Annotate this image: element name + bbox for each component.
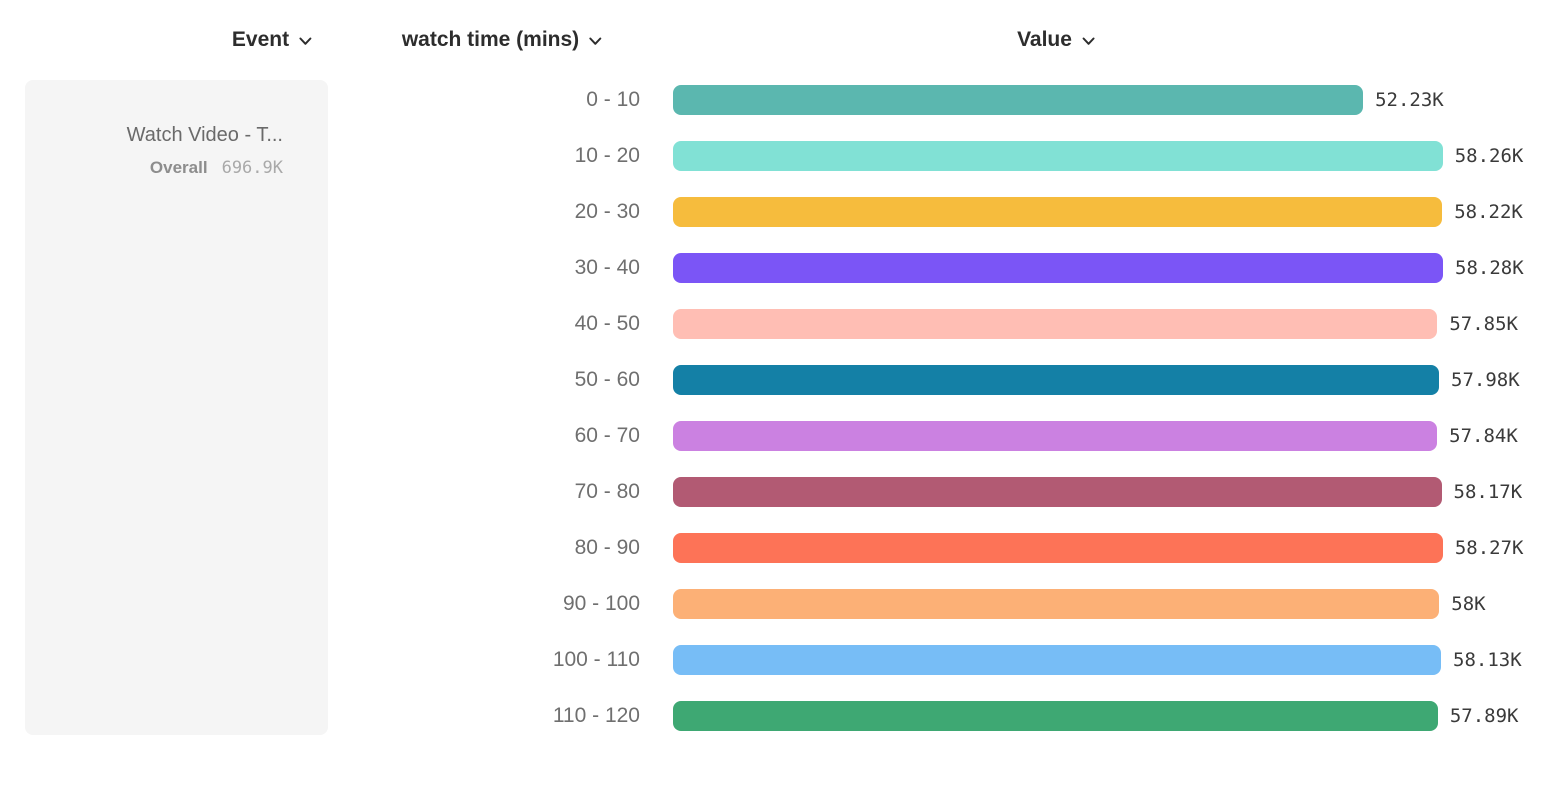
- bar-track: 58.22K: [673, 197, 1523, 227]
- category-label: 90 - 100: [562, 592, 640, 615]
- bar-track: 57.89K: [673, 701, 1518, 731]
- category-label: 60 - 70: [574, 424, 640, 447]
- chart-row: 80 - 90 58.27K: [0, 520, 1568, 576]
- bar-track: 57.84K: [673, 421, 1518, 451]
- bar-segment[interactable]: [673, 421, 1438, 451]
- category-label: 70 - 80: [574, 480, 640, 503]
- bar-track: 57.85K: [673, 309, 1518, 339]
- category-label: 80 - 90: [574, 536, 640, 559]
- event-column-label: Event: [231, 28, 290, 51]
- chart-row: 0 - 10 52.23K: [0, 72, 1568, 128]
- event-card[interactable]: Watch Video - T... Overall 696.9K: [25, 80, 328, 735]
- value-label: 58.26K: [1454, 145, 1524, 167]
- overall-value: 696.9K: [221, 158, 283, 178]
- overall-label: Overall: [149, 158, 208, 177]
- chart-row: 20 - 30 58.22K: [0, 184, 1568, 240]
- chevron-down-icon: [589, 37, 602, 46]
- value-label: 57.98K: [1451, 369, 1520, 391]
- chart-row: 90 - 100 58K: [0, 576, 1568, 632]
- breakdown-column-label: watch time (mins): [401, 28, 580, 51]
- breakdown-column-header[interactable]: watch time (mins): [402, 28, 602, 52]
- chart-row: 30 - 40 58.28K: [0, 240, 1568, 296]
- bar-segment[interactable]: [673, 589, 1440, 619]
- bar-segment[interactable]: [673, 253, 1443, 283]
- bar-segment[interactable]: [673, 701, 1438, 731]
- bar-segment[interactable]: [673, 85, 1364, 115]
- category-label: 0 - 10: [586, 88, 640, 111]
- event-column-header[interactable]: Event: [232, 28, 312, 52]
- category-label: 40 - 50: [574, 312, 640, 335]
- bar-segment[interactable]: [673, 197, 1443, 227]
- value-label: 57.89K: [1449, 705, 1519, 727]
- bar-segment[interactable]: [673, 645, 1442, 675]
- bar-segment[interactable]: [673, 141, 1443, 171]
- bar-track: 52.23K: [673, 85, 1444, 115]
- bar-track: 57.98K: [673, 365, 1520, 395]
- bar-segment[interactable]: [673, 533, 1443, 563]
- bar-segment[interactable]: [673, 365, 1440, 395]
- category-label: 110 - 120: [552, 704, 640, 727]
- bar-track: 58.17K: [673, 477, 1522, 507]
- chevron-down-icon: [299, 37, 312, 46]
- chart-rows: 0 - 10 52.23K 10 - 20 58.26K 20 - 30 58.22K 30…: [0, 72, 1568, 744]
- event-title: Watch Video - T...: [126, 124, 283, 146]
- chart-row: 70 - 80 58.17K: [0, 464, 1568, 520]
- value-label: 58.13K: [1453, 649, 1522, 671]
- value-label: 58.27K: [1454, 537, 1524, 559]
- category-label: 100 - 110: [552, 648, 640, 671]
- value-label: 58K: [1451, 593, 1486, 615]
- bar-track: 58.13K: [673, 645, 1522, 675]
- value-label: 52.23K: [1375, 89, 1444, 111]
- value-label: 58.28K: [1455, 257, 1524, 279]
- category-label: 30 - 40: [574, 256, 640, 279]
- bar-segment[interactable]: [673, 309, 1438, 339]
- bar-track: 58.27K: [673, 533, 1524, 563]
- bar-track: 58.26K: [673, 141, 1523, 171]
- chart-row: 100 - 110 58.13K: [0, 632, 1568, 688]
- value-label: 58.22K: [1454, 201, 1523, 223]
- value-label: 58.17K: [1453, 481, 1523, 503]
- category-label: 10 - 20: [574, 144, 640, 167]
- chart-row: 10 - 20 58.26K: [0, 128, 1568, 184]
- event-overall-row: Overall 696.9K: [25, 158, 283, 178]
- chevron-down-icon: [1082, 37, 1095, 46]
- chart-row: 50 - 60 57.98K: [0, 352, 1568, 408]
- bar-track: 58K: [673, 589, 1486, 619]
- chart-row: 110 - 120 57.89K: [0, 688, 1568, 744]
- chart-row: 40 - 50 57.85K: [0, 296, 1568, 352]
- category-label: 20 - 30: [574, 200, 640, 223]
- category-label: 50 - 60: [574, 368, 640, 391]
- value-column-label: Value: [1017, 28, 1072, 51]
- chart-row: 60 - 70 57.84K: [0, 408, 1568, 464]
- bar-track: 58.28K: [673, 253, 1524, 283]
- value-label: 57.84K: [1449, 425, 1518, 447]
- bar-segment[interactable]: [673, 477, 1442, 507]
- value-label: 57.85K: [1449, 313, 1518, 335]
- value-column-header[interactable]: Value: [1017, 28, 1095, 52]
